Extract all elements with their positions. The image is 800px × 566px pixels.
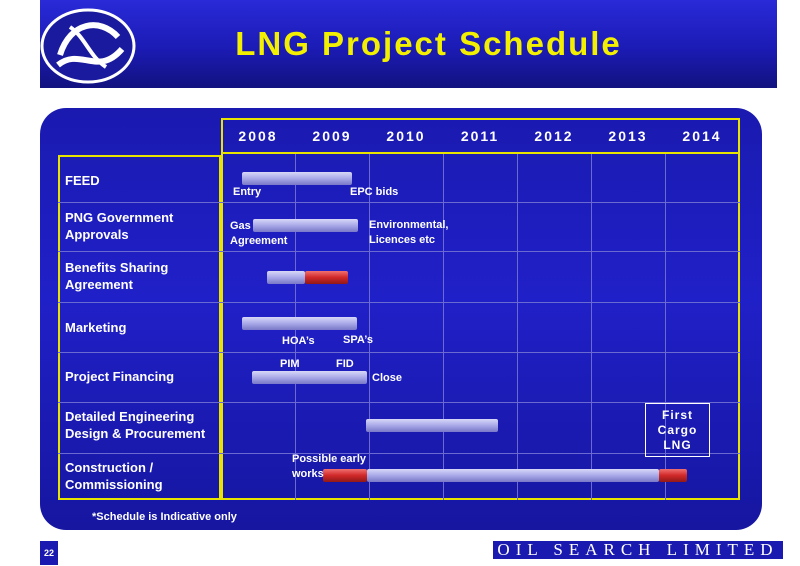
note-close: Close [372, 372, 402, 384]
row-label-detailed-engineering: Detailed Engineering Design & Procuremen… [65, 409, 206, 441]
year-label: 2012 [534, 128, 574, 144]
row-divider [58, 251, 740, 252]
year-label: 2008 [238, 128, 278, 144]
footnote: *Schedule is Indicative only [92, 511, 237, 523]
bar-feed [242, 172, 352, 185]
year-label: 2010 [386, 128, 426, 144]
bar-construction-early-works [323, 469, 367, 482]
cargo-line: LNG [663, 438, 692, 452]
note-environmental: Environmental, [369, 219, 449, 231]
note-hoas: HOA’s [282, 335, 315, 347]
note-entry: Entry [233, 186, 262, 198]
row-label-construction-commissioning: Construction / Commissioning [65, 460, 163, 492]
row-label-png-government-approvals: PNG Government Approvals [65, 210, 174, 242]
bar-commissioning [659, 469, 687, 482]
row-label-feed: FEED [65, 173, 100, 188]
year-header [221, 118, 740, 154]
row-label-benefits-sharing-agreement: Benefits Sharing Agreement [65, 260, 169, 292]
row-label-column [58, 155, 221, 500]
bar-detailed-engineering [366, 419, 498, 432]
row-label-marketing: Marketing [65, 320, 127, 335]
note-pim: PIM [280, 358, 300, 370]
year-divider [591, 154, 592, 500]
brand-strip [493, 541, 783, 559]
page-title: LNG Project Schedule [235, 25, 622, 62]
first-cargo-box: First Cargo LNG [645, 403, 710, 457]
row-divider [58, 202, 740, 203]
schedule-panel [40, 108, 762, 530]
bar-project-financing [252, 371, 367, 384]
note-fid: FID [336, 358, 354, 370]
cargo-line: First [661, 408, 693, 422]
bar-marketing [242, 317, 357, 330]
row-divider [58, 302, 740, 303]
row-divider [58, 453, 740, 454]
page-number: 22 [40, 541, 58, 565]
brand-wordmark: OIL SEARCH LIMITED [497, 540, 779, 559]
title-banner [40, 0, 777, 88]
note-spas: SPA’s [343, 334, 373, 346]
oil-search-logo-icon [40, 8, 136, 84]
note-possible-early: Possible early [292, 453, 366, 465]
bar-png-approvals [253, 219, 358, 232]
note-epc-bids: EPC bids [350, 186, 399, 198]
year-label: 2014 [682, 128, 722, 144]
year-divider [665, 154, 666, 500]
note-gas: Gas [230, 220, 251, 232]
timeline-grid [221, 154, 740, 500]
year-label: 2013 [608, 128, 648, 144]
bar-benefits-sharing [267, 271, 305, 284]
year-divider [517, 154, 518, 500]
year-divider [369, 154, 370, 500]
cargo-line: Cargo [657, 423, 698, 437]
bar-benefits-sharing-red [305, 271, 348, 284]
note-licences: Licences etc [369, 234, 436, 246]
row-divider [58, 352, 740, 353]
year-label: 2011 [460, 128, 500, 144]
row-divider [58, 402, 740, 403]
note-works: works [292, 468, 324, 480]
row-label-project-financing: Project Financing [65, 369, 175, 384]
note-agreement: Agreement [230, 235, 288, 247]
bar-construction [367, 469, 659, 482]
year-divider [443, 154, 444, 500]
year-label: 2009 [312, 128, 352, 144]
